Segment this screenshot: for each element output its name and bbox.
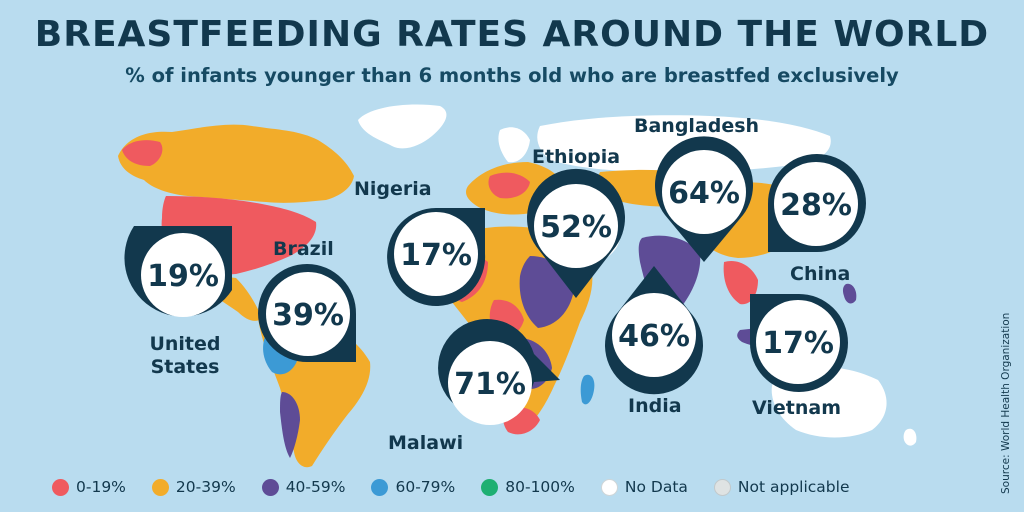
southeast-asia	[723, 260, 758, 305]
greenland	[358, 104, 447, 149]
value-vietnam: 17%	[762, 326, 834, 361]
legend-label: 20-39%	[175, 478, 236, 496]
legend-label: 60-79%	[395, 478, 456, 496]
value-ethiopia: 52%	[540, 210, 612, 245]
madagascar	[580, 374, 595, 405]
circle-icon	[371, 478, 389, 496]
philippines	[842, 283, 857, 304]
circle-icon	[600, 478, 618, 496]
label-line: States	[150, 356, 220, 378]
label-nigeria: Nigeria	[354, 178, 432, 200]
legend-item: 40-59%	[261, 478, 346, 496]
label-malawi: Malawi	[388, 432, 464, 454]
scandinavia	[498, 127, 530, 163]
value-india: 46%	[618, 319, 690, 354]
legend-item: Not applicable	[713, 478, 850, 496]
pin-vietnam	[749, 293, 848, 392]
label-brazil: Brazil	[273, 238, 334, 260]
label-india: India	[628, 395, 682, 417]
europe-red	[488, 172, 530, 199]
pin-china	[767, 154, 866, 253]
legend-item: 60-79%	[371, 478, 455, 496]
circle-icon	[52, 478, 69, 496]
circle-icon	[713, 478, 731, 496]
value-brazil: 39%	[272, 298, 344, 333]
legend-label: 0-19%	[76, 478, 126, 496]
source-credit: Source: World Health Organization	[1000, 312, 1012, 494]
legend: 0-19% 20-39% 40-59% 60-79% 80-100% No Da…	[52, 478, 875, 496]
circle-icon	[151, 478, 169, 496]
legend-item: 20-39%	[151, 478, 236, 496]
alaska	[122, 140, 163, 166]
legend-label: 40-59%	[285, 478, 346, 496]
label-ethiopia: Ethiopia	[532, 146, 621, 168]
circle-icon	[481, 478, 499, 496]
value-china: 28%	[780, 188, 852, 223]
pin-malawi	[438, 318, 560, 425]
pin-united-states	[124, 226, 232, 317]
legend-item: No Data	[600, 478, 688, 496]
page-title: BREASTFEEDING RATES AROUND THE WORLD	[34, 14, 990, 55]
value-united-states: 19%	[147, 259, 219, 294]
label-vietnam: Vietnam	[752, 397, 841, 419]
legend-item: 80-100%	[481, 478, 575, 496]
south-america-purple	[280, 392, 300, 458]
legend-item: 0-19%	[52, 478, 126, 496]
legend-label: 80-100%	[505, 478, 575, 496]
new-zealand	[903, 428, 917, 446]
value-bangladesh: 64%	[668, 176, 740, 211]
label-bangladesh: Bangladesh	[634, 115, 760, 137]
legend-label: No Data	[624, 478, 688, 496]
pin-nigeria	[387, 208, 486, 306]
label-china: China	[790, 263, 851, 285]
canada	[118, 124, 354, 203]
pin-bangladesh	[655, 136, 753, 262]
circle-icon	[261, 478, 279, 496]
label-line: United	[149, 333, 221, 355]
page-subtitle: % of infants younger than 6 months old w…	[125, 64, 899, 87]
value-nigeria: 17%	[400, 238, 472, 273]
pin-ethiopia	[527, 168, 625, 298]
pin-india	[605, 266, 703, 395]
value-malawi: 71%	[454, 367, 526, 402]
pin-brazil	[258, 264, 357, 363]
label-united-states: United States	[140, 333, 230, 379]
legend-label: Not applicable	[737, 478, 850, 496]
